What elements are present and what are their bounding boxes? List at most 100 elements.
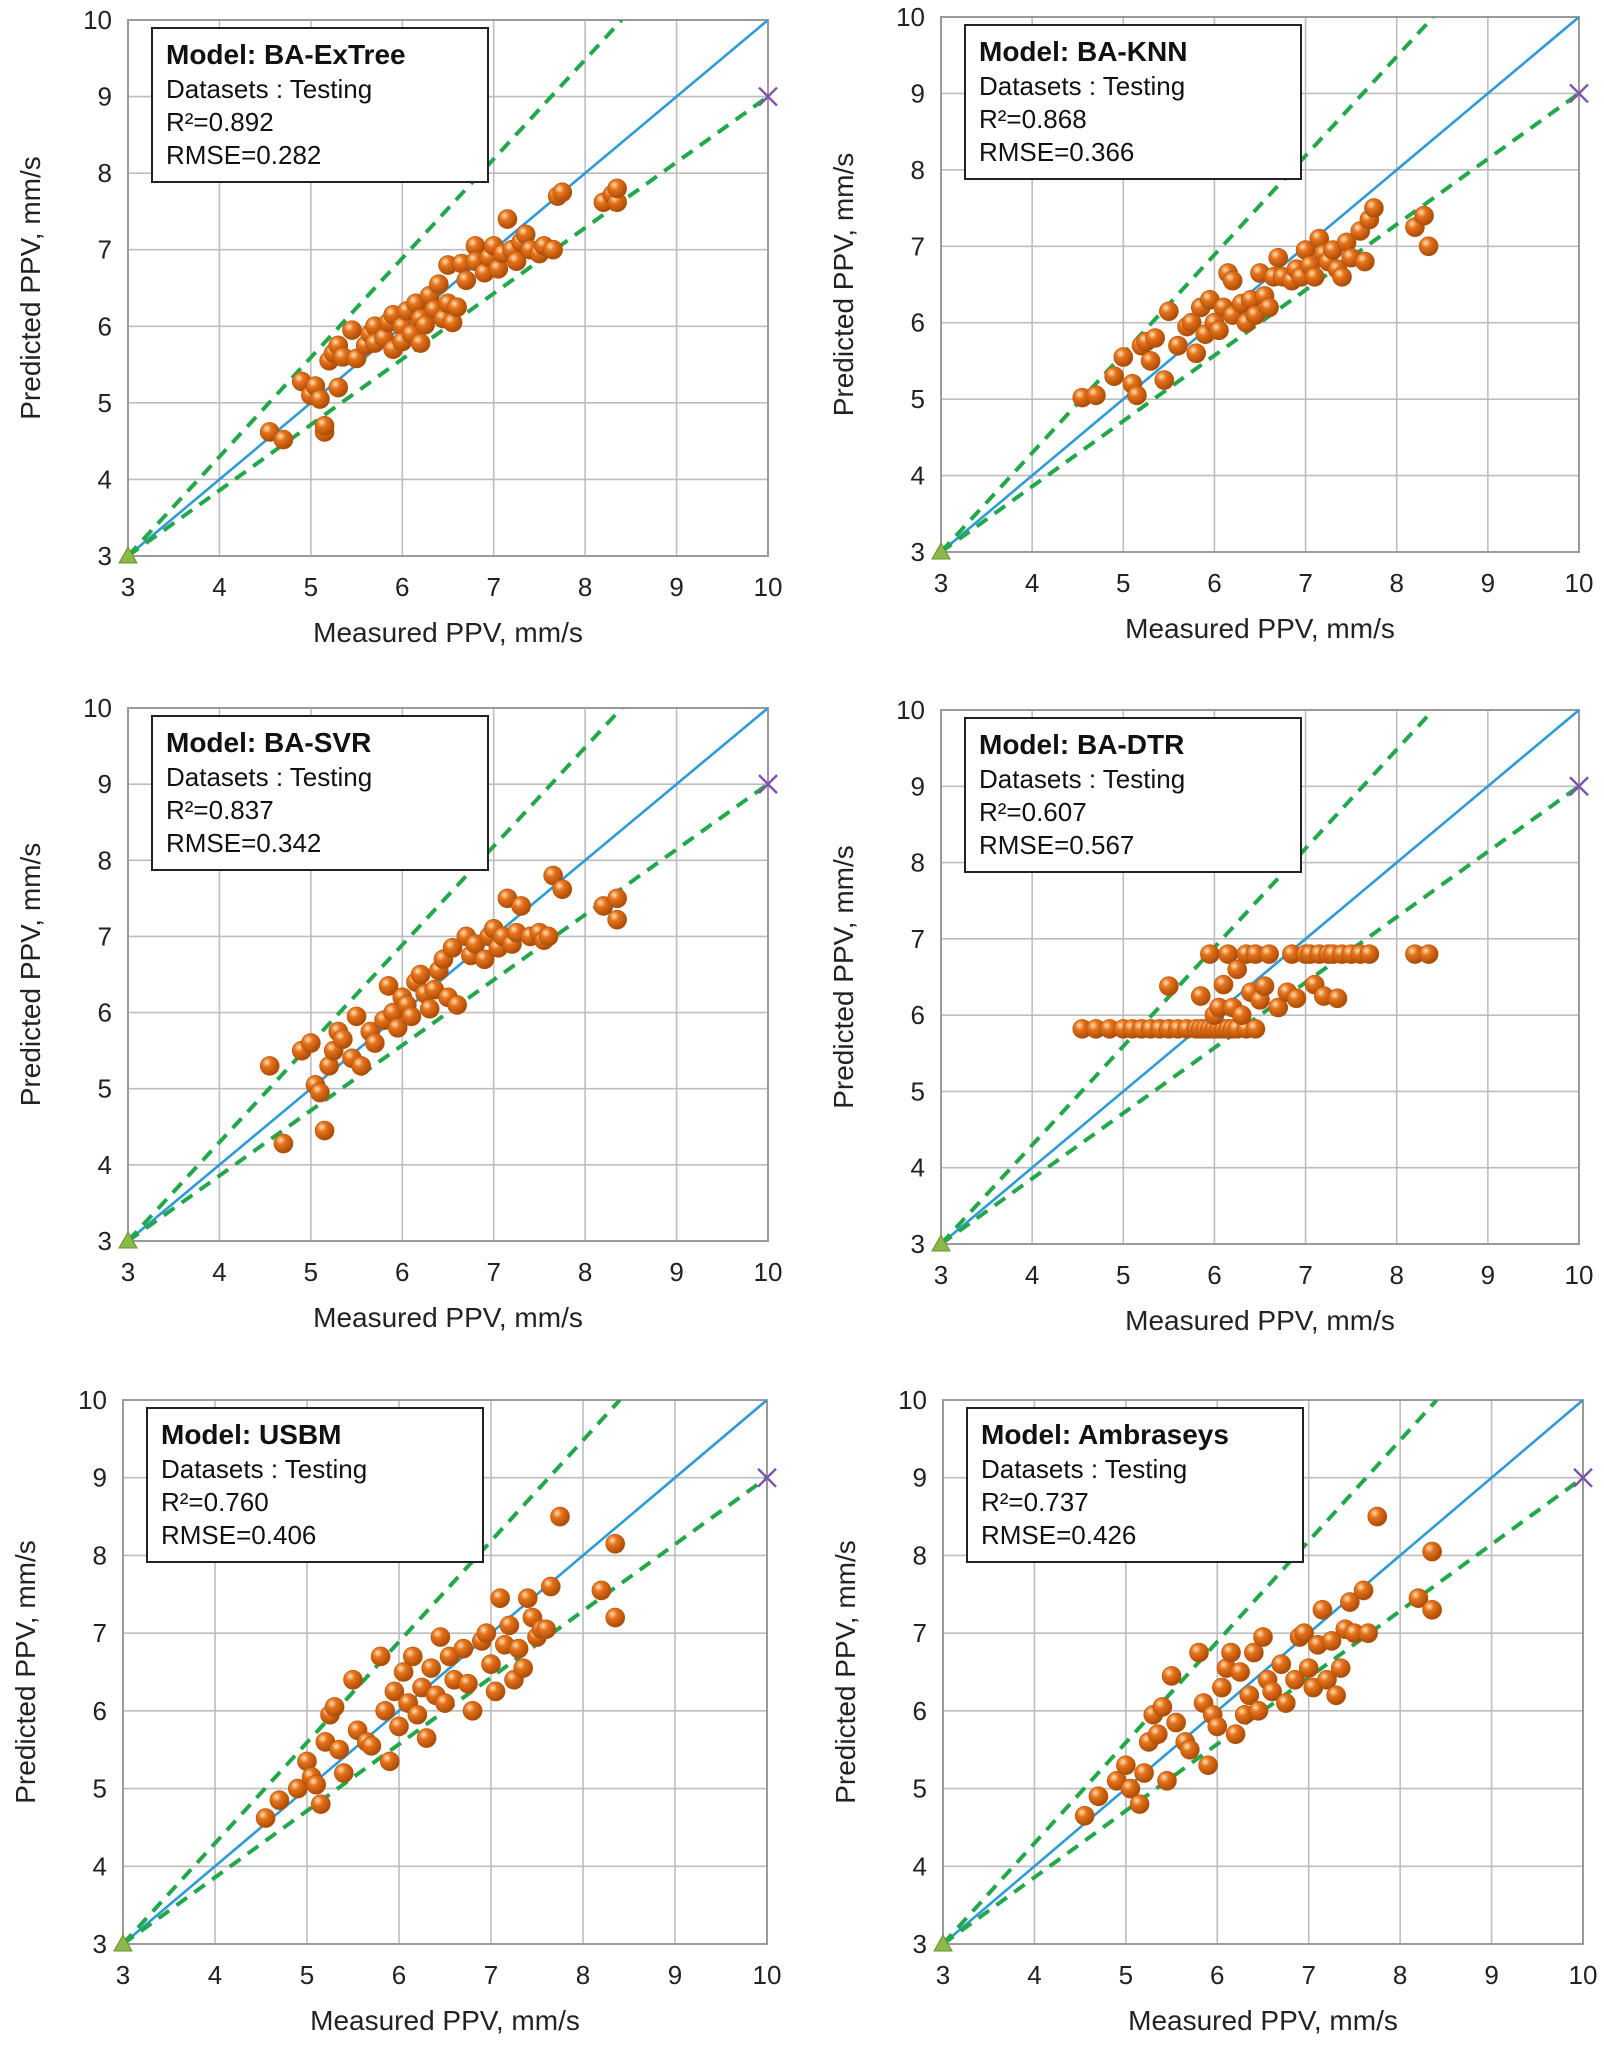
model-title: Model: USBM	[161, 1419, 341, 1450]
y-tick-label: 4	[911, 461, 925, 491]
y-tick-label: 10	[896, 695, 925, 725]
data-point	[442, 938, 463, 958]
data-point	[255, 1808, 276, 1828]
data-point	[1285, 1669, 1305, 1690]
x-axis-label: Measured PPV, mm/s	[1128, 2005, 1398, 2036]
x-tick-label: 10	[1565, 1260, 1594, 1290]
reference-lines	[128, 20, 768, 556]
triangle-marker	[933, 1933, 953, 1952]
y-tick-label: 9	[911, 771, 925, 801]
x-marker-stroke	[1569, 776, 1589, 797]
data-point	[543, 865, 563, 886]
data-point	[1367, 1506, 1388, 1527]
x-marker-stroke	[757, 1467, 777, 1488]
data-point	[314, 416, 335, 436]
x-tick-label: 3	[121, 1257, 135, 1287]
y-tick-label: 7	[911, 924, 925, 954]
triangle-marker	[931, 1233, 951, 1252]
data-point	[607, 178, 627, 199]
reference-lines	[941, 17, 1579, 552]
x-tick-label: 3	[936, 1960, 950, 1990]
x-tick-label: 6	[395, 572, 409, 602]
x-tick-label: 4	[1025, 568, 1039, 598]
x-marker	[758, 774, 778, 794]
data-point	[474, 949, 495, 970]
data-point	[1140, 351, 1161, 371]
ideal-line	[941, 710, 1579, 1244]
data-point	[447, 995, 467, 1015]
y-tick-label: 6	[98, 998, 112, 1028]
data-points	[259, 178, 627, 450]
data-point	[447, 297, 467, 317]
y-tick-label: 9	[98, 769, 112, 799]
x-tick-label: 8	[576, 1960, 590, 1990]
data-point	[1225, 1724, 1246, 1744]
data-point	[1422, 1541, 1442, 1562]
data-point	[306, 1774, 327, 1795]
data-point	[407, 1704, 428, 1725]
dataset-label: Datasets : Testing	[166, 762, 372, 792]
x-tick-label: 3	[934, 568, 948, 598]
x-tick-label: 6	[1207, 568, 1221, 598]
x-axis-label: Measured PPV, mm/s	[1125, 613, 1395, 644]
y-tick-label: 7	[98, 921, 112, 951]
y-tick-label: 4	[93, 1851, 107, 1881]
bound-line	[128, 20, 624, 556]
data-point	[1134, 1763, 1154, 1783]
data-point	[1259, 944, 1279, 964]
data-point	[540, 1576, 561, 1597]
rmse-value: RMSE=0.282	[166, 140, 321, 170]
chart-panel-1: 3 4 5 6 7 8 9 10 3 4 5 6 7 8 9 10 Measured PPV, mm/s Pred…	[15, 5, 782, 648]
data-point	[393, 1662, 414, 1682]
data-point	[552, 879, 573, 900]
data-point	[1418, 236, 1439, 257]
data-point	[1181, 312, 1202, 333]
data-point	[1294, 1623, 1314, 1643]
data-point	[481, 1654, 501, 1675]
data-point	[1239, 1685, 1260, 1706]
x-tick-label: 5	[304, 572, 318, 602]
ideal-line	[123, 1400, 767, 1944]
data-point	[379, 1751, 400, 1772]
data-point	[273, 429, 294, 450]
data-point	[310, 1082, 330, 1103]
ideal-line	[941, 17, 1579, 552]
y-tick-label: 7	[911, 231, 925, 261]
data-point	[1120, 1778, 1141, 1799]
x-tick-label: 7	[484, 1960, 498, 1990]
data-point	[591, 1580, 612, 1601]
data-point	[1253, 1627, 1273, 1647]
info-box	[146, 1407, 484, 1563]
data-point	[513, 1658, 534, 1678]
y-axis-label: Predicted PPV, mm/s	[828, 153, 859, 417]
x-tick-label: 10	[1565, 568, 1594, 598]
x-tick-label: 9	[1484, 1960, 1498, 1990]
plot-frame	[940, 16, 1580, 553]
data-point	[410, 964, 431, 985]
info-box	[964, 24, 1302, 180]
y-tick-label: 7	[913, 1618, 927, 1648]
data-point	[401, 1006, 422, 1027]
x-tick-label: 8	[1393, 1960, 1407, 1990]
data-point	[1268, 997, 1289, 1018]
data-point	[1340, 1592, 1360, 1612]
r2-value: R²=0.760	[161, 1487, 269, 1517]
y-tick-label: 10	[83, 5, 112, 35]
data-point	[1259, 297, 1279, 318]
plot-frame	[127, 19, 769, 557]
y-tick-label: 9	[93, 1463, 107, 1493]
r2-value: R²=0.737	[981, 1487, 1089, 1517]
x-marker-stroke	[758, 86, 778, 107]
data-point	[538, 926, 559, 947]
x-tick-label: 5	[300, 1960, 314, 1990]
data-point	[378, 976, 399, 996]
x-tick-label: 10	[1569, 1960, 1598, 1990]
y-tick-label: 5	[911, 384, 925, 414]
data-point	[517, 1588, 538, 1608]
info-box	[151, 27, 489, 183]
y-tick-label: 9	[913, 1463, 927, 1493]
x-tick-label: 5	[1116, 1260, 1130, 1290]
y-tick-label: 10	[83, 693, 112, 723]
data-point	[1104, 366, 1124, 387]
data-point	[1244, 1642, 1264, 1663]
